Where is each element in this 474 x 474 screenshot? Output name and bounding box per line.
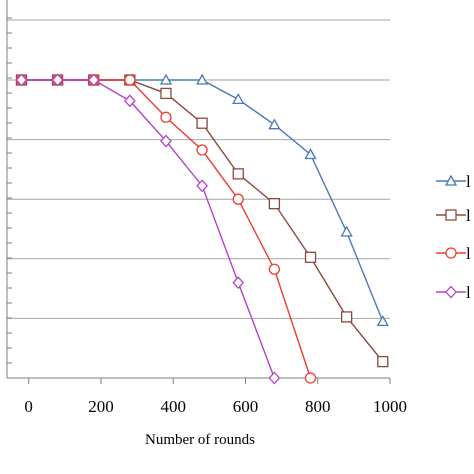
x-tick-label-3: 600: [233, 397, 259, 416]
series-1-point-6: [232, 93, 245, 105]
x-tick-label-2: 400: [160, 397, 186, 416]
series-3-line: [21, 79, 312, 379]
legend-marker-1: [444, 174, 458, 186]
series-4-point-7: [268, 371, 281, 385]
series-2-point-8: [304, 251, 317, 263]
x-tick-label-1: 200: [88, 397, 114, 416]
series-4-point-6: [232, 276, 245, 290]
series-1-point-5: [196, 73, 209, 85]
x-tick-label-0: 0: [24, 397, 33, 416]
x-tick-labels: 0 200 400 600 800 1000: [24, 397, 407, 416]
series-4-point-0: [15, 73, 28, 87]
axes: [6, 0, 391, 384]
legend-marker-4: [445, 285, 457, 299]
legend-label-1: l: [466, 172, 471, 191]
series-3: [15, 74, 317, 384]
series-4-point-2: [87, 73, 100, 87]
series-4-line: [21, 79, 276, 379]
legend-label-4: l: [466, 283, 471, 302]
series-4-point-4: [160, 134, 172, 148]
series-2-point-6: [232, 168, 244, 180]
series-3-point-7: [268, 263, 281, 275]
legend-label-2: l: [466, 206, 471, 225]
series-4-point-1: [51, 73, 64, 87]
x-axis-title: Number of rounds: [145, 432, 255, 448]
series-4-point-3: [123, 94, 136, 108]
series-2-point-9: [340, 311, 353, 323]
series-2-point-5: [196, 117, 208, 129]
series-2-point-10: [377, 355, 389, 368]
series-1-point-4: [159, 73, 173, 85]
x-tick-label-5: 1000: [373, 397, 407, 416]
series-1: [15, 73, 389, 327]
legend-marker-2: [445, 209, 457, 221]
legend-item-2: l: [436, 206, 471, 225]
legend-item-1: l: [436, 172, 471, 191]
series-3-point-4: [160, 111, 172, 123]
series-1-point-10: [376, 315, 389, 327]
series-3-point-6: [232, 193, 244, 205]
legend-marker-3: [445, 247, 457, 259]
gridlines: [7, 19, 390, 319]
legend-item-4: l: [436, 283, 471, 302]
series-1-point-9: [340, 225, 353, 237]
series-1-point-8: [304, 148, 317, 160]
series-2-point-4: [160, 87, 172, 100]
series-3-point-8: [304, 372, 317, 384]
legend-item-3: l: [436, 244, 471, 263]
series-4-point-5: [196, 179, 208, 193]
series-2: [15, 74, 389, 368]
series-3-point-5: [196, 144, 208, 156]
series-2-point-7: [268, 198, 281, 210]
series-layer: [15, 73, 389, 385]
series-3-point-3: [124, 74, 136, 86]
legend-label-3: l: [466, 244, 471, 263]
x-tick-label-4: 800: [305, 397, 331, 416]
series-1-line: [21, 79, 384, 322]
series-1-point-7: [268, 118, 281, 130]
series-4: [15, 73, 281, 385]
